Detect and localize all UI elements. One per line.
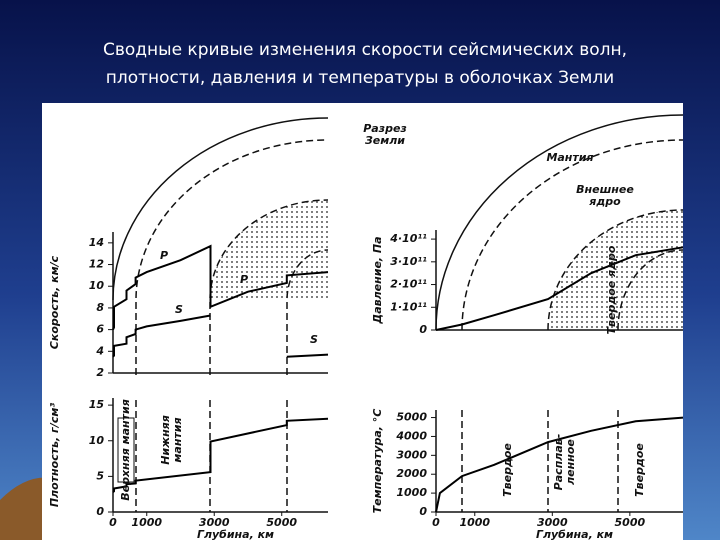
x-tick-label: 1000	[131, 516, 162, 529]
x-tick-label: 3000	[199, 516, 230, 529]
x-tick-label: 5000	[615, 516, 646, 529]
title: Сводные кривые изменения скорости сейсми…	[103, 40, 627, 88]
y-tick-label: 3000	[396, 448, 427, 461]
y-tick-label: 10	[89, 279, 105, 292]
annotation-text: Верхняя мантия	[119, 399, 132, 501]
data-line	[112, 244, 329, 331]
core-fill	[548, 210, 683, 330]
y-tick-label: 12	[89, 258, 105, 271]
annotation-text: Внешнее	[576, 183, 634, 196]
annotation-text: ядро	[588, 195, 621, 208]
x-tick-label: 1000	[459, 516, 490, 529]
annotation-text: Расплав-	[552, 434, 565, 491]
annotation-text: Нижняя	[159, 415, 172, 465]
y-tick-label: 3·10¹¹	[390, 255, 427, 268]
series-label: P	[240, 273, 248, 286]
y-tick-label: 10	[89, 434, 105, 447]
y-axis-label: Скорость, км/с	[48, 255, 61, 349]
x-tick-label: 0	[109, 516, 117, 529]
annotation: Твердое	[633, 443, 646, 497]
y-tick-label: 2	[96, 366, 104, 379]
x-axis-label: Глубина, км	[536, 528, 613, 540]
cross-section-right	[435, 114, 684, 331]
data-line	[112, 417, 329, 493]
annotation: Твердое ядро	[605, 245, 618, 334]
annotation-text: Мантия	[546, 151, 593, 164]
boundary-line	[461, 410, 619, 512]
boundary-arc	[286, 249, 329, 375]
y-axis-label: Температура, °С	[371, 409, 384, 514]
x-tick-label: 5000	[266, 516, 297, 529]
x-tick-label: 3000	[537, 516, 568, 529]
boundary-arc	[617, 249, 684, 331]
y-tick-label: 4000	[395, 429, 427, 442]
x-axis-label: Глубина, км	[197, 528, 274, 540]
title-line: Сводные кривые изменения скорости сейсми…	[103, 40, 627, 60]
y-tick-label: 4	[95, 344, 104, 357]
series-label: S	[175, 303, 183, 316]
annotation-box	[117, 417, 135, 483]
data-line	[435, 246, 684, 331]
annotation: Верхняя мантия	[117, 399, 135, 501]
y-tick-label: 15	[89, 398, 105, 411]
y-tick-label: 2·10¹¹	[390, 278, 427, 291]
boundary-arc	[547, 209, 684, 331]
title-line: плотности, давления и температуры в обол…	[106, 68, 614, 88]
y-tick-label: 5	[96, 469, 104, 482]
data-line	[435, 416, 684, 513]
annotation: Твердое	[501, 443, 514, 497]
annotation: Мантия	[546, 151, 593, 164]
annotation-text: Твердое	[633, 443, 646, 497]
annotation-text: Разрез	[363, 122, 407, 135]
surface-arc	[435, 114, 684, 331]
y-tick-label: 5000	[396, 411, 427, 424]
y-tick-label: 0	[419, 323, 427, 336]
series-label: S	[310, 333, 318, 346]
annotation-text: мантия	[171, 417, 184, 462]
y-axis-label: Плотность, г/см³	[48, 403, 61, 507]
annotation-text: Земли	[365, 134, 405, 147]
annotation-text: ленное	[564, 439, 577, 485]
y-tick-label: 0	[419, 505, 427, 518]
y-tick-label: 14	[89, 236, 104, 249]
y-tick-label: 0	[96, 505, 104, 518]
annotation-text: Твердое ядро	[605, 245, 618, 334]
charts: 2 4 6 8 10 12 14 Скорость, км/с P P S S 0 1·10¹¹ 2·10¹…	[48, 122, 684, 541]
x-tick-label: 0	[432, 516, 440, 529]
annotation: Нижняя мантия	[159, 415, 184, 465]
y-tick-label: 2000	[396, 467, 427, 480]
surface-arc	[112, 117, 329, 301]
annotation: Расплав-ленное	[552, 434, 577, 491]
boundary-arc	[135, 139, 329, 375]
y-tick-label: 6	[96, 323, 104, 336]
data-line	[112, 314, 329, 358]
y-tick-label: 4·10¹¹	[389, 232, 427, 245]
y-tick-label: 8	[96, 301, 104, 314]
y-tick-label: 1·10¹¹	[390, 300, 427, 313]
y-axis-label: Давление, Па	[371, 236, 384, 324]
series-label: P	[160, 249, 168, 262]
y-tick-label: 1000	[396, 486, 427, 499]
annotation-text: Твердое	[501, 443, 514, 497]
